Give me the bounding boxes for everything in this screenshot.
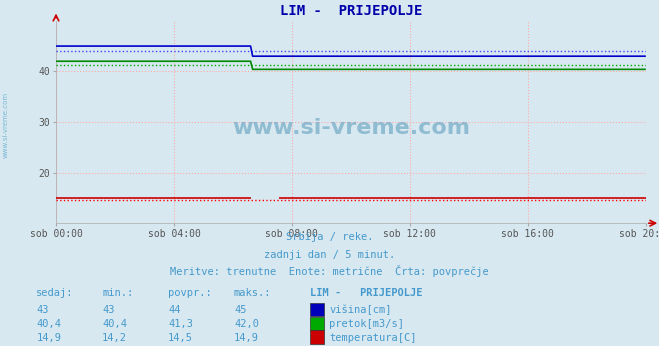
- Text: povpr.:: povpr.:: [168, 288, 212, 298]
- Text: 44: 44: [168, 305, 181, 315]
- Text: 14,2: 14,2: [102, 333, 127, 343]
- Text: pretok[m3/s]: pretok[m3/s]: [330, 319, 405, 329]
- Text: 14,5: 14,5: [168, 333, 193, 343]
- Text: 42,0: 42,0: [234, 319, 259, 329]
- Text: 41,3: 41,3: [168, 319, 193, 329]
- Text: zadnji dan / 5 minut.: zadnji dan / 5 minut.: [264, 250, 395, 260]
- Text: višina[cm]: višina[cm]: [330, 305, 392, 315]
- Text: 14,9: 14,9: [234, 333, 259, 343]
- Text: maks.:: maks.:: [234, 288, 272, 298]
- Text: Srbija / reke.: Srbija / reke.: [286, 233, 373, 243]
- Text: 14,9: 14,9: [36, 333, 61, 343]
- Text: 43: 43: [36, 305, 49, 315]
- Text: 40,4: 40,4: [36, 319, 61, 329]
- Text: www.si-vreme.com: www.si-vreme.com: [232, 118, 470, 138]
- Text: www.si-vreme.com: www.si-vreme.com: [2, 91, 9, 158]
- Title: LIM -  PRIJEPOLJE: LIM - PRIJEPOLJE: [279, 4, 422, 18]
- Text: 40,4: 40,4: [102, 319, 127, 329]
- Text: temperatura[C]: temperatura[C]: [330, 333, 417, 343]
- Text: LIM -   PRIJEPOLJE: LIM - PRIJEPOLJE: [310, 288, 422, 298]
- Text: min.:: min.:: [102, 288, 133, 298]
- Text: 45: 45: [234, 305, 246, 315]
- Text: 43: 43: [102, 305, 115, 315]
- Text: Meritve: trenutne  Enote: metrične  Črta: povprečje: Meritve: trenutne Enote: metrične Črta: …: [170, 265, 489, 277]
- Text: sedaj:: sedaj:: [36, 288, 74, 298]
